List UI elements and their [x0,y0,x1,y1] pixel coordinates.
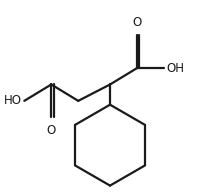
Text: OH: OH [167,62,185,75]
Text: O: O [47,124,56,137]
Text: HO: HO [3,94,21,107]
Text: O: O [132,16,142,29]
